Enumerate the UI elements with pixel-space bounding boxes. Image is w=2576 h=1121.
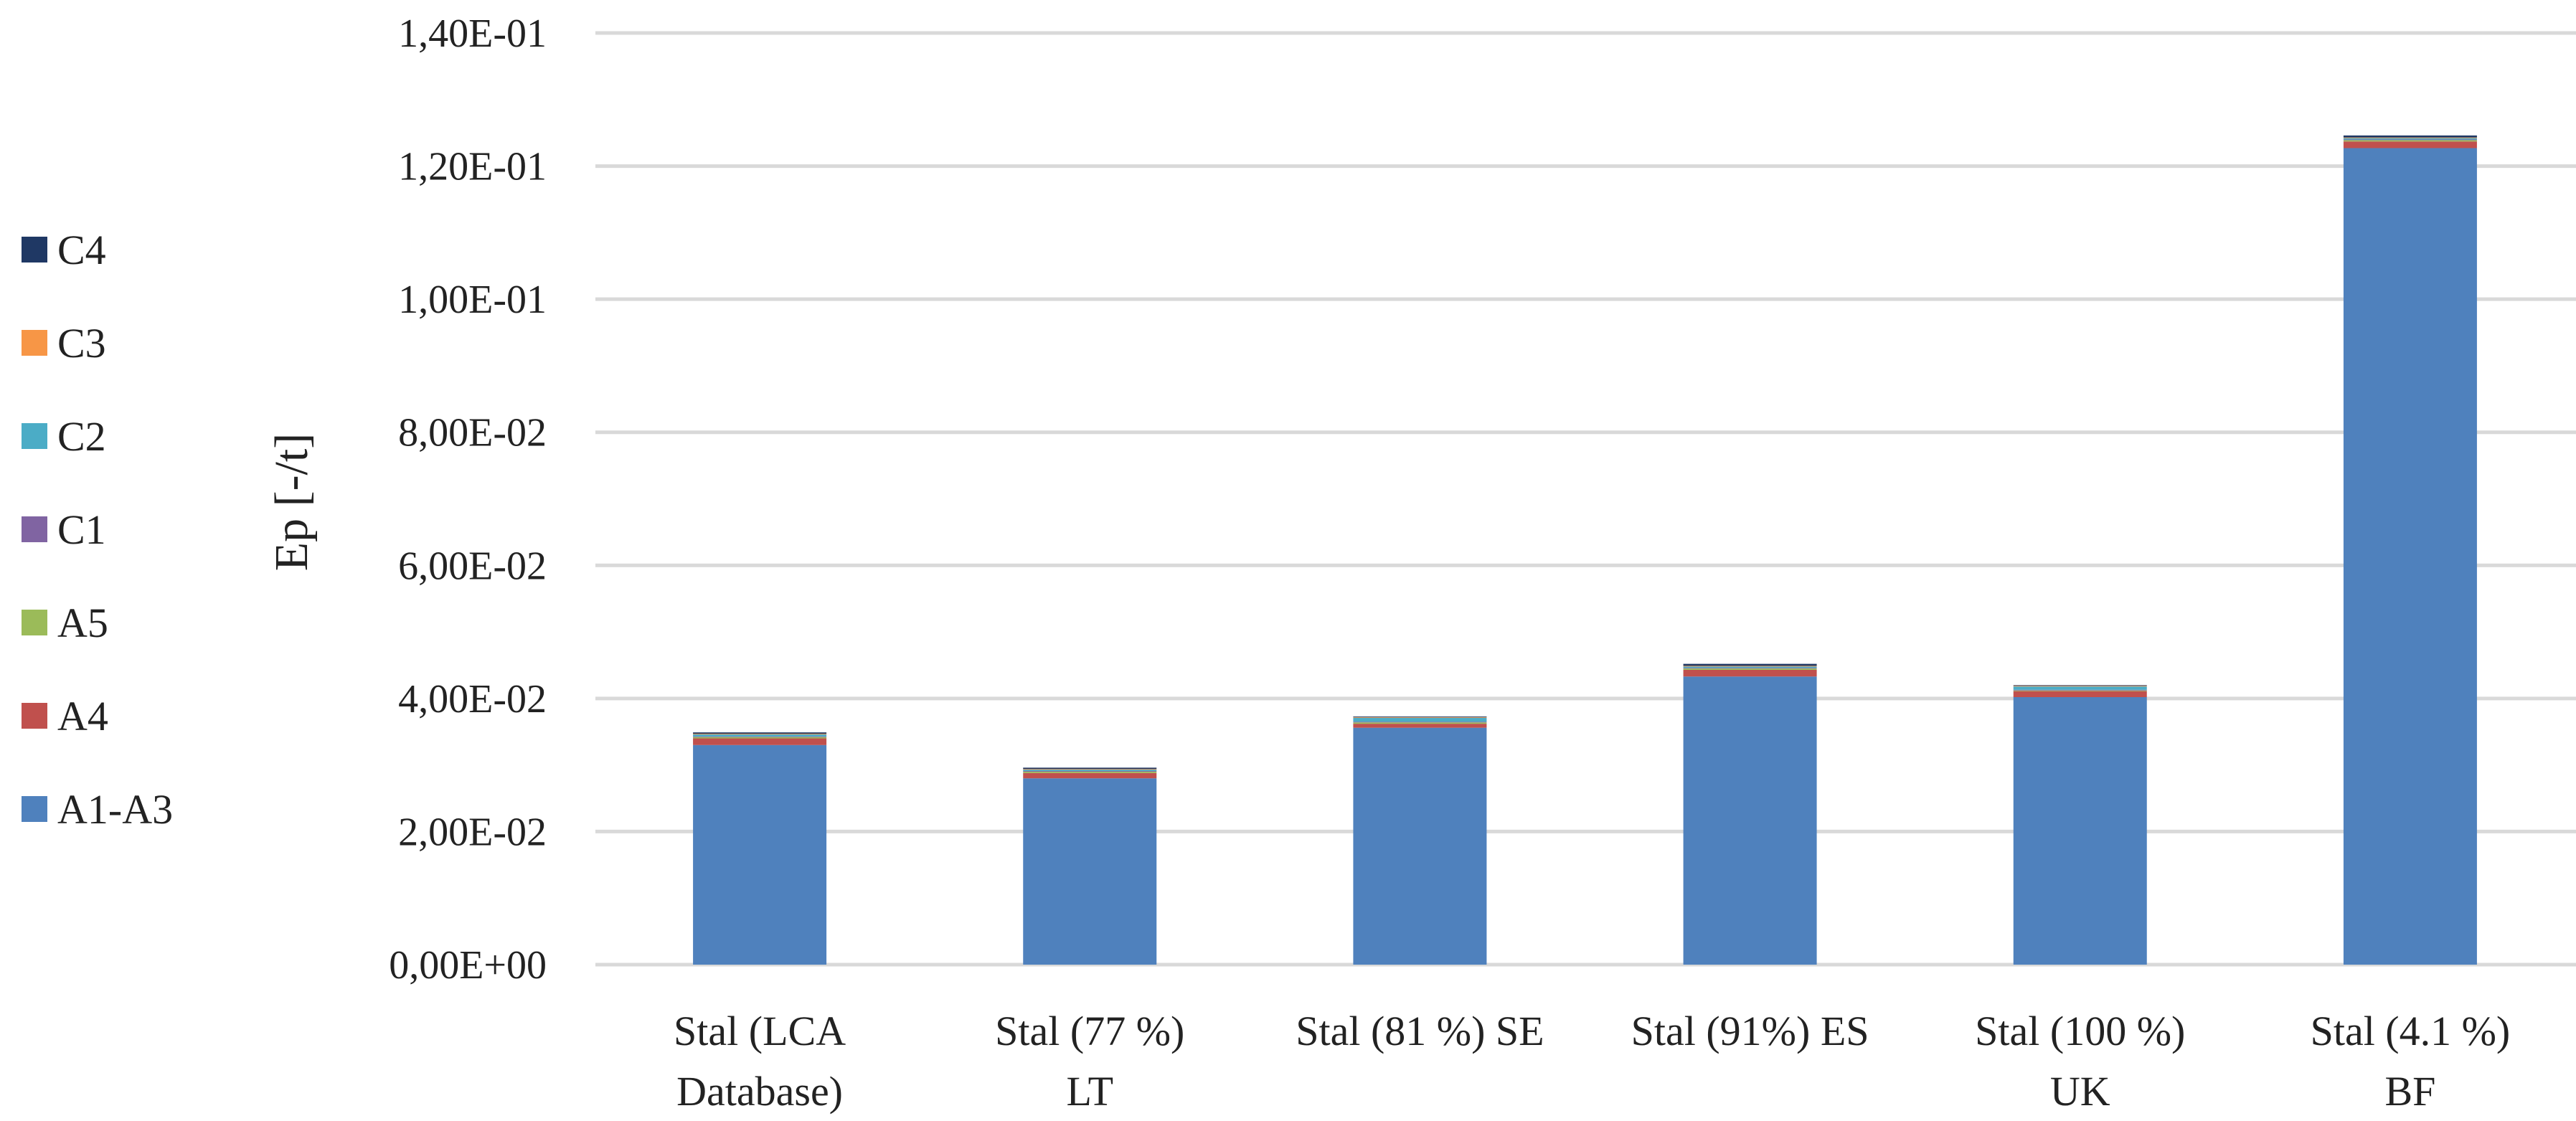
bar-segment-c2 — [1683, 666, 1817, 668]
bar-segment-a1-a3 — [2343, 148, 2477, 965]
x-tick-label: Stal (100 %) — [1975, 1008, 2185, 1054]
legend-swatch — [22, 703, 47, 729]
bar-segment-a1-a3 — [2013, 697, 2147, 965]
bar-segment-a4 — [1023, 772, 1157, 779]
x-tick-label: UK — [2050, 1068, 2110, 1115]
x-tick-label: LT — [1066, 1068, 1113, 1115]
x-tick-label: Stal (4.1 %) — [2311, 1008, 2511, 1054]
legend-swatch — [22, 516, 47, 542]
legend-label: C2 — [57, 413, 106, 460]
bar-segment-a4 — [1353, 724, 1487, 728]
bar-segment-c2 — [2013, 686, 2147, 690]
x-tick-label: BF — [2384, 1068, 2435, 1115]
bar-segment-c4 — [2343, 135, 2477, 138]
bar-segment-a5 — [693, 737, 827, 739]
legend-swatch — [22, 796, 47, 822]
x-tick-label: Stal (91%) ES — [1631, 1008, 1869, 1054]
bar-segment-c4 — [1683, 663, 1817, 666]
bar-segment-c4 — [1023, 767, 1157, 770]
bar-segment-a4 — [1683, 669, 1817, 677]
bar-segment-c4 — [2013, 685, 2147, 686]
bar-segment-a5 — [1683, 668, 1817, 670]
legend-swatch — [22, 423, 47, 449]
bar-stack — [2343, 135, 2477, 965]
legend-swatch — [22, 610, 47, 635]
y-axis-label: Ep [-/t] — [265, 433, 318, 571]
y-tick-label: 1,40E-01 — [398, 11, 547, 56]
bar-segment-a4 — [2343, 141, 2477, 148]
bar-segment-a4 — [693, 738, 827, 745]
x-tick-label: Database) — [676, 1068, 843, 1115]
bar-stack — [2013, 685, 2147, 965]
bar-segment-a1-a3 — [693, 744, 827, 965]
y-tick-label: 0,00E+00 — [389, 943, 547, 988]
legend-label: A5 — [57, 600, 108, 646]
bar-segment-a1-a3 — [1683, 676, 1817, 965]
bars — [693, 135, 2477, 965]
legend-label: A1-A3 — [57, 786, 173, 833]
legend-label: A4 — [57, 693, 108, 739]
bar-stack — [1683, 663, 1817, 965]
legend-label: C4 — [57, 227, 106, 273]
bar-segment-a5 — [1353, 722, 1487, 724]
bar-segment-c2 — [693, 734, 827, 737]
legend-label: C3 — [57, 320, 106, 366]
y-tick-label: 2,00E-02 — [398, 810, 547, 854]
y-tick-label: 8,00E-02 — [398, 411, 547, 455]
bar-segment-c1 — [2343, 139, 2477, 141]
y-axis-ticks: 0,00E+00 2,00E-02 4,00E-02 6,00E-02 8,00E-02… — [389, 11, 547, 988]
bar-segment-a4 — [2013, 691, 2147, 698]
x-tick-label: Stal (81 %) SE — [1296, 1008, 1544, 1054]
bar-segment-c1 — [1023, 770, 1157, 772]
bar-segment-a5 — [2343, 140, 2477, 142]
bar-segment-c2 — [1023, 770, 1157, 771]
bar-segment-a1-a3 — [1023, 778, 1157, 965]
x-axis-ticks: Stal (LCA Database) Stal (77 %) LT Stal (81 … — [674, 1008, 2510, 1115]
legend-swatch — [22, 237, 47, 262]
y-tick-label: 1,00E-01 — [398, 278, 547, 322]
legend: C4 C3 C2 C1 A5 A4 A1-A3 — [22, 227, 173, 833]
legend-item-c4: C4 — [22, 227, 106, 273]
legend-item-c1: C1 — [22, 506, 106, 553]
legend-swatch — [22, 330, 47, 356]
legend-item-a5: A5 — [22, 600, 108, 646]
y-tick-label: 1,20E-01 — [398, 145, 547, 189]
y-tick-label: 4,00E-02 — [398, 677, 547, 722]
bar-segment-c3 — [1353, 716, 1487, 718]
gridlines — [595, 31, 2576, 967]
bar-stack — [1353, 716, 1487, 965]
bar-segment-c4 — [1353, 716, 1487, 717]
legend-item-a1-a3: A1-A3 — [22, 786, 173, 833]
legend-item-a4: A4 — [22, 693, 108, 739]
bar-segment-c2 — [2343, 138, 2477, 140]
bar-segment-c3 — [1023, 769, 1157, 770]
bar-segment-c2 — [1353, 717, 1487, 722]
bar-segment-a5 — [1023, 771, 1157, 773]
bar-segment-a1-a3 — [1353, 727, 1487, 965]
legend-item-c3: C3 — [22, 320, 106, 366]
legend-label: C1 — [57, 506, 106, 553]
x-tick-label: Stal (77 %) — [995, 1008, 1184, 1054]
y-tick-label: 6,00E-02 — [398, 544, 547, 588]
bar-segment-c4 — [693, 732, 827, 734]
legend-item-c2: C2 — [22, 413, 106, 460]
bar-segment-c1 — [2013, 689, 2147, 691]
x-tick-label: Stal (LCA — [674, 1008, 846, 1054]
bar-stack — [693, 732, 827, 965]
bar-stack — [1023, 767, 1157, 965]
